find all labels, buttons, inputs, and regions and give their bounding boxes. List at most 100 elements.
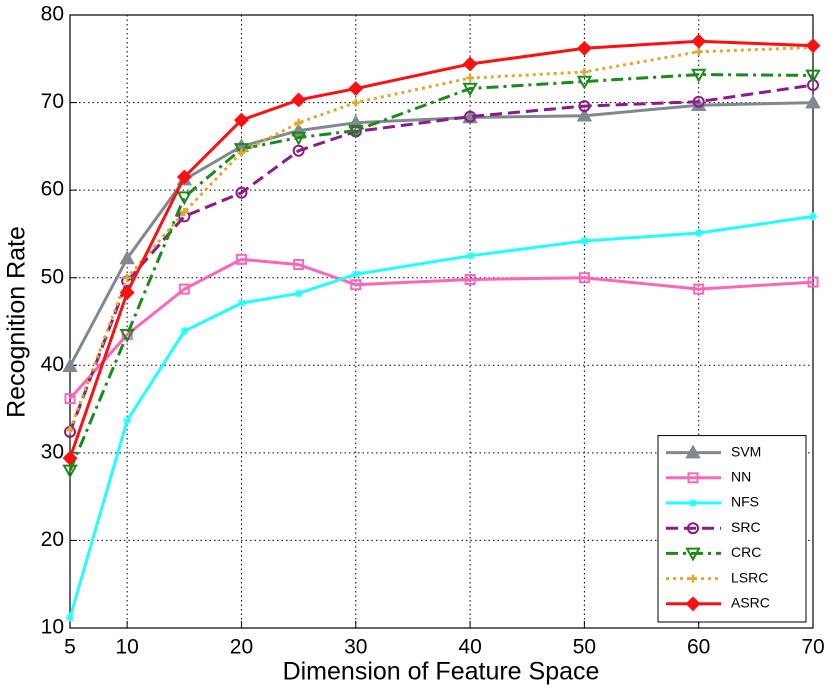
marker [235,186,248,199]
marker [805,69,821,84]
legend-marker [685,596,701,612]
marker [464,110,477,123]
series-line [68,83,814,433]
x-tick-label: 5 [64,636,76,659]
legend-label: CRC [731,544,761,560]
marker [66,426,74,435]
marker [462,82,478,97]
x-tick-label: 70 [801,636,824,659]
legend-marker [687,522,699,535]
marker [119,328,135,343]
marker [692,95,705,108]
series-line [68,214,814,618]
marker [576,75,593,90]
marker [466,251,475,260]
x-axis-title: Dimension of Feature Space [283,658,600,686]
x-tick-label: 20 [230,636,253,659]
marker [235,253,247,265]
marker [64,393,76,405]
legend-marker [685,547,701,562]
marker [62,450,78,466]
legend-marker [689,499,697,507]
marker [462,56,478,72]
marker [290,131,307,146]
x-tick-label: 40 [458,636,481,659]
y-tick-label: 20 [41,528,64,551]
marker [807,276,819,288]
legend-marker [685,444,701,459]
marker [348,81,364,96]
marker [809,212,817,221]
marker [693,283,705,295]
legend-box [657,435,807,623]
marker [178,283,190,295]
marker [690,97,707,111]
marker [690,68,707,83]
x-tick-label: 60 [687,636,710,659]
marker [62,358,78,372]
marker [580,67,589,76]
marker [180,327,189,336]
marker [119,250,135,265]
marker [234,112,249,128]
legend-label: SRC [731,519,761,535]
x-tick-label: 10 [115,636,138,659]
marker [291,92,307,108]
series-line [68,39,814,459]
marker [580,236,589,245]
plot-frame [69,14,814,629]
x-tick-label: 50 [573,636,596,659]
y-tick-label: 40 [41,353,64,376]
series-line [68,101,814,367]
marker [180,208,189,217]
marker [351,98,360,107]
marker [691,33,707,49]
y-tick-label: 30 [41,440,64,463]
legend-marker [687,472,699,484]
marker [237,148,246,157]
legend-label: SVM [731,443,761,459]
marker [294,118,303,127]
marker [123,416,132,425]
marker [578,272,590,284]
marker [805,94,821,109]
marker [292,144,305,157]
marker [694,47,703,56]
marker [176,169,192,185]
marker [350,279,362,291]
series-line [68,257,814,400]
marker [66,613,74,622]
marker [464,273,476,285]
marker [351,270,360,279]
y-tick-label: 70 [41,90,64,113]
marker [119,285,135,301]
marker [578,100,591,113]
legend: SVM NN NFS SRC CRC LSRC ASRC [657,435,807,623]
legend-label: LSRC [731,569,768,585]
series-line [68,73,814,471]
marker [176,191,193,206]
y-tick-label: 10 [41,616,64,639]
marker [694,229,703,238]
marker [348,124,364,139]
marker [805,38,821,54]
y-tick-label: 50 [41,265,64,288]
marker [576,107,593,122]
marker [293,259,305,271]
legend-label: NFS [731,494,759,510]
legend-label: NN [731,469,751,485]
marker [123,273,132,282]
marker [466,74,475,83]
y-axis-title: Recognition Rate [3,226,31,418]
marker [294,289,303,298]
marker [576,40,592,56]
marker [237,299,246,308]
y-tick-label: 80 [41,3,64,26]
legend-marker [689,574,697,583]
x-tick-label: 30 [344,636,367,659]
y-tick-label: 60 [41,178,64,201]
series-line [68,45,814,431]
legend-label: ASRC [731,595,770,611]
marker [62,464,78,479]
